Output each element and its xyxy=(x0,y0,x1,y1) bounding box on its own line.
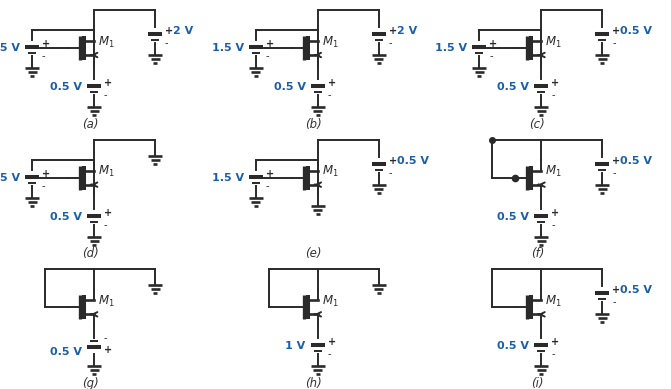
Text: 0.5 V: 0.5 V xyxy=(50,347,82,357)
Text: -: - xyxy=(42,180,46,191)
Text: $\mathit{M}_1$: $\mathit{M}_1$ xyxy=(98,164,115,179)
Text: 0.5 V: 0.5 V xyxy=(397,156,429,166)
Text: $\mathit{M}_1$: $\mathit{M}_1$ xyxy=(546,35,562,49)
Text: -: - xyxy=(552,90,555,100)
Text: +: + xyxy=(552,78,560,88)
Text: +: + xyxy=(613,286,621,295)
Text: 0.5 V: 0.5 V xyxy=(50,212,82,222)
Text: -: - xyxy=(327,349,331,359)
Text: 0.5 V: 0.5 V xyxy=(497,212,529,222)
Text: +: + xyxy=(266,169,274,179)
Text: 0.5 V: 0.5 V xyxy=(497,82,529,92)
Text: $\mathit{M}_1$: $\mathit{M}_1$ xyxy=(98,294,115,309)
Text: -: - xyxy=(104,220,107,230)
Text: +: + xyxy=(489,39,497,49)
Text: +: + xyxy=(327,337,336,347)
Text: (h): (h) xyxy=(305,377,322,389)
Text: +: + xyxy=(552,337,560,347)
Text: $\mathit{M}_1$: $\mathit{M}_1$ xyxy=(321,294,338,309)
Text: +: + xyxy=(104,78,112,88)
Text: (i): (i) xyxy=(531,377,544,389)
Text: -: - xyxy=(266,180,269,191)
Text: (c): (c) xyxy=(529,117,546,130)
Text: $\mathit{M}_1$: $\mathit{M}_1$ xyxy=(546,164,562,179)
Text: (d): (d) xyxy=(82,247,99,260)
Text: +: + xyxy=(613,26,621,36)
Text: 0.5 V: 0.5 V xyxy=(0,43,20,53)
Text: 0.5 V: 0.5 V xyxy=(274,82,306,92)
Text: +: + xyxy=(104,345,112,355)
Text: +: + xyxy=(42,169,50,179)
Text: -: - xyxy=(552,349,555,359)
Text: +: + xyxy=(266,39,274,49)
Text: -: - xyxy=(552,220,555,230)
Text: 1.5 V: 1.5 V xyxy=(211,173,244,183)
Text: 2 V: 2 V xyxy=(173,26,193,36)
Text: (b): (b) xyxy=(305,117,322,130)
Text: 1.5 V: 1.5 V xyxy=(435,43,467,53)
Text: (a): (a) xyxy=(82,117,98,130)
Text: 0.5 V: 0.5 V xyxy=(620,156,652,166)
Text: 0.5 V: 0.5 V xyxy=(50,82,82,92)
Text: $\mathit{M}_1$: $\mathit{M}_1$ xyxy=(98,35,115,49)
Text: -: - xyxy=(266,51,269,61)
Text: 1.5 V: 1.5 V xyxy=(211,43,244,53)
Text: $\mathit{M}_1$: $\mathit{M}_1$ xyxy=(546,294,562,309)
Text: +: + xyxy=(613,156,621,166)
Text: +: + xyxy=(552,208,560,218)
Text: 1 V: 1 V xyxy=(285,341,306,351)
Text: -: - xyxy=(389,38,392,48)
Text: -: - xyxy=(42,51,46,61)
Text: -: - xyxy=(165,38,168,48)
Text: +: + xyxy=(327,78,336,88)
Text: 2 V: 2 V xyxy=(397,26,417,36)
Text: -: - xyxy=(327,90,331,100)
Text: -: - xyxy=(389,168,392,178)
Text: +: + xyxy=(165,26,173,36)
Text: (e): (e) xyxy=(305,247,322,260)
Text: (g): (g) xyxy=(82,377,99,389)
Text: 0.5 V: 0.5 V xyxy=(497,341,529,351)
Text: $\mathit{M}_1$: $\mathit{M}_1$ xyxy=(321,35,338,49)
Text: $\mathit{M}_1$: $\mathit{M}_1$ xyxy=(321,164,338,179)
Text: 0.5 V: 0.5 V xyxy=(620,286,652,295)
Text: +: + xyxy=(389,26,397,36)
Text: -: - xyxy=(104,90,107,100)
Text: -: - xyxy=(613,168,616,178)
Text: 0.5 V: 0.5 V xyxy=(620,26,652,36)
Text: +: + xyxy=(389,156,397,166)
Text: 1.5 V: 1.5 V xyxy=(0,173,20,183)
Text: (f): (f) xyxy=(531,247,544,260)
Text: -: - xyxy=(613,38,616,48)
Text: +: + xyxy=(104,208,112,218)
Text: -: - xyxy=(104,333,107,343)
Text: +: + xyxy=(42,39,50,49)
Text: -: - xyxy=(489,51,493,61)
Text: -: - xyxy=(613,297,616,307)
